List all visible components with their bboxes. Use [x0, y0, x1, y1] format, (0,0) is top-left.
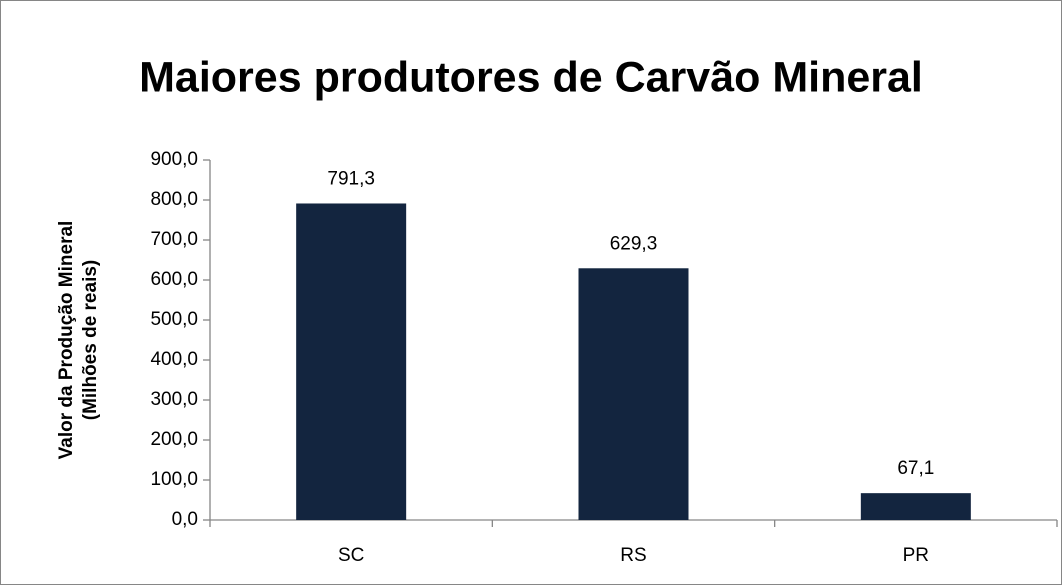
y-tick-label: 700,0	[150, 229, 198, 250]
y-axis-title-line: Valor da Produção Mineral	[56, 221, 77, 460]
data-label: 791,3	[327, 168, 375, 189]
y-tick-label: 800,0	[150, 189, 198, 210]
bar	[860, 493, 971, 520]
y-tick-label: 200,0	[150, 429, 198, 450]
chart-title: Maiores produtores de Carvão Mineral	[139, 53, 923, 101]
y-axis-title-line: (Milhões de reais)	[80, 260, 101, 421]
y-tick-label: 400,0	[150, 349, 198, 370]
y-tick-label: 900,0	[150, 149, 198, 170]
bar	[296, 203, 407, 521]
y-tick-label: 600,0	[150, 269, 198, 290]
y-tick-label: 0,0	[172, 509, 198, 530]
x-tick-label: RS	[620, 545, 646, 566]
data-label: 67,1	[897, 458, 934, 479]
data-label: 629,3	[610, 233, 658, 254]
y-axis-title: Valor da Produção Mineral (Milhões de re…	[56, 221, 101, 460]
y-tick-label: 500,0	[150, 309, 198, 330]
x-tick-label: SC	[338, 545, 364, 566]
y-tick-label: 100,0	[150, 469, 198, 490]
x-tick-label: PR	[903, 545, 929, 566]
y-tick-label: 300,0	[150, 389, 198, 410]
bar	[578, 268, 689, 520]
